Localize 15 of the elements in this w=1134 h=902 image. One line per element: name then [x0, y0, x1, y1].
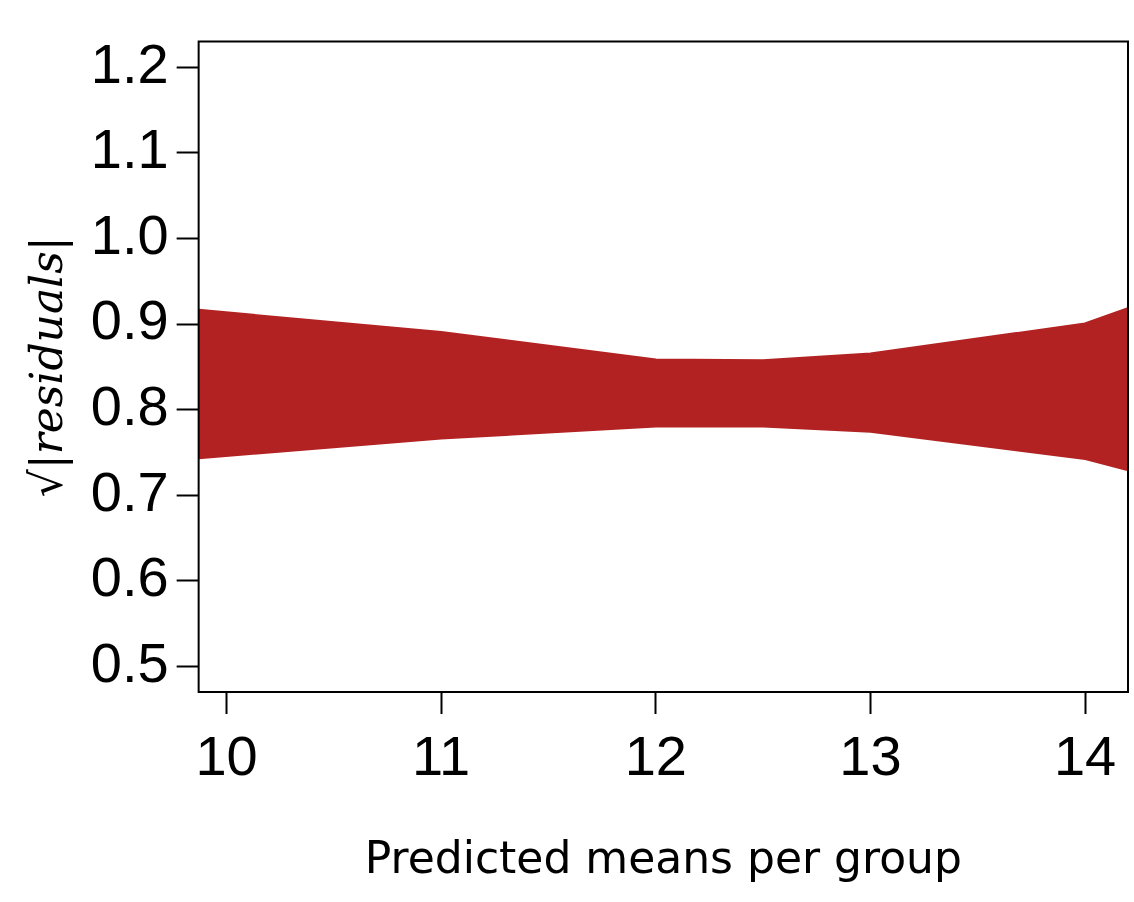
x-tick-label: 10: [195, 724, 258, 788]
y-tick-label: 1.0: [90, 202, 169, 266]
y-tick-label: 1.2: [90, 31, 169, 95]
y-tick-label: 0.5: [90, 630, 169, 694]
x-tick-label: 13: [839, 724, 902, 788]
x-tick-label: 12: [624, 724, 687, 788]
y-tick-label: 0.9: [90, 288, 169, 352]
x-axis-title: Predicted means per group: [364, 832, 962, 884]
x-tick-label: 11: [412, 724, 471, 788]
y-tick-label: 0.6: [90, 545, 169, 609]
y-tick-label: 0.7: [90, 459, 169, 523]
y-tick-label: 0.8: [90, 374, 169, 438]
x-tick-label: 14: [1053, 724, 1117, 788]
y-tick-label: 1.1: [90, 117, 169, 181]
y-axis-title: √|residuals|: [20, 236, 73, 498]
